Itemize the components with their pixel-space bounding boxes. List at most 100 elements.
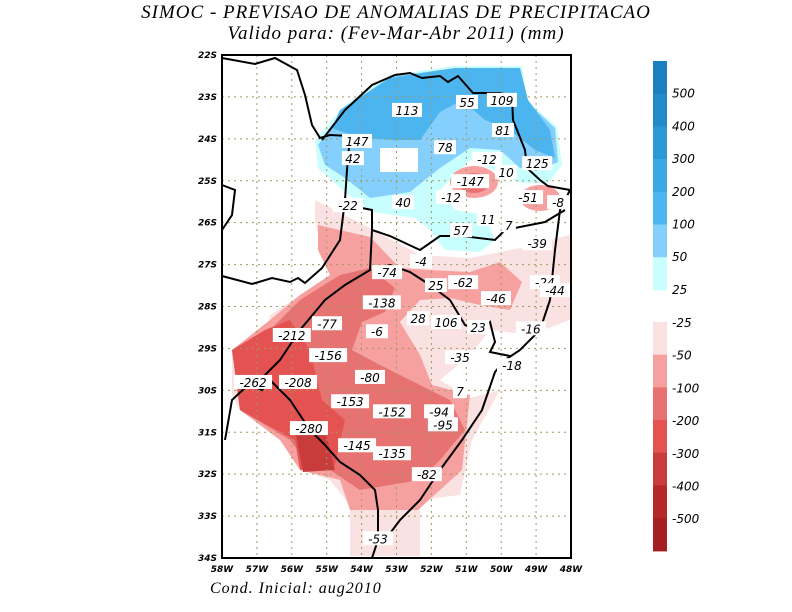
contour-label-bg [515, 321, 546, 336]
colorbar-swatch [653, 387, 667, 421]
contour-label-bg [434, 140, 457, 155]
contour-label-bg [234, 374, 273, 389]
contour-label-bg [392, 195, 415, 210]
chart-title: SIMOC - PREVISAO DE ANOMALIAS DE PRECIPI… [141, 2, 651, 23]
contour-label-bg [539, 283, 570, 298]
colorbar-label: 300 [672, 152, 695, 166]
contour-label: -51 [518, 191, 538, 205]
contour-label-bg [279, 374, 318, 389]
contour-label-bg [513, 190, 544, 205]
colorbar-label: 25 [672, 283, 687, 297]
contour-label-bg [547, 195, 570, 210]
contour-label-bg [342, 133, 373, 148]
colorbar: 500 400 300 200 100 50 25 -25 -50 -100 -200 -300 -40… [653, 61, 700, 552]
contour-label: 55 [459, 96, 474, 110]
lon-tick-label: 57W [246, 565, 270, 575]
lon-tick-label: 58W [211, 565, 235, 575]
initial-condition-label: Cond. Inicial: aug2010 [210, 580, 382, 597]
colorbar-label: 100 [672, 218, 695, 232]
contour-label-bg [391, 102, 422, 117]
lon-tick-label: 55W [315, 565, 339, 575]
contour-label: -145 [343, 439, 370, 453]
lon-tick-label: 51W [455, 565, 479, 575]
border-line [221, 135, 351, 286]
contour-label: 57 [453, 224, 469, 238]
colorbar-label: -25 [672, 316, 692, 330]
contour-label: -208 [284, 376, 312, 390]
colorbar-swatch [653, 191, 667, 225]
contour-label: 125 [526, 157, 549, 171]
contour-label-bg [451, 174, 490, 189]
lat-tick-label: 32S [198, 470, 217, 480]
contour-label-bg [467, 320, 490, 335]
contour-label-bg [341, 151, 364, 166]
contour-label: -147 [457, 175, 485, 189]
contour-label-bg [409, 254, 432, 269]
contour-label-bg [431, 315, 462, 330]
contour-label-bg [480, 291, 511, 306]
contour-label: -4 [415, 255, 427, 269]
contour-label-bg [289, 421, 328, 436]
contour-label-bg [362, 295, 401, 310]
contour-label: 42 [345, 152, 360, 166]
lat-tick-label: 34S [198, 554, 217, 564]
colorbar-swatch [653, 354, 667, 388]
contour-label: -12 [477, 153, 497, 167]
lat-tick-label: 28S [198, 303, 217, 313]
lon-tick-label: 54W [350, 565, 374, 575]
contour-label: -22 [338, 199, 358, 213]
contour-label: 28 [410, 312, 426, 326]
contour-label-bg [312, 316, 343, 331]
lat-tick-label: 30S [198, 386, 217, 396]
contour-label-bg [435, 190, 466, 205]
lat-tick-label: 31S [198, 428, 217, 438]
contour-label-bg [309, 348, 348, 363]
contour-label: -46 [486, 292, 506, 306]
contour-label: 78 [437, 141, 453, 155]
contour-label: 147 [346, 135, 369, 149]
contour-label: -280 [295, 422, 323, 436]
lon-tick-label: 53W [385, 565, 409, 575]
contour-label: -18 [502, 359, 522, 373]
lon-tick-label: 50W [490, 565, 514, 575]
contour-label-bg [427, 417, 458, 432]
contour-label: 7 [505, 219, 513, 233]
contour-label-bg [501, 218, 516, 233]
contour-label: -80 [360, 371, 380, 385]
contour-label: -152 [378, 405, 405, 419]
contour-label: -62 [453, 276, 473, 290]
border-line [224, 229, 373, 441]
contour-label-bg [354, 369, 385, 384]
contour-label-bg [522, 236, 553, 251]
contour-label: 10 [498, 166, 514, 180]
colorbar-swatch [653, 485, 667, 519]
colorbar-swatch [653, 518, 667, 552]
contour-label: 81 [495, 124, 510, 138]
colorbar-swatch [653, 257, 667, 291]
contour-label-bg [424, 404, 455, 419]
colorbar-swatch [653, 322, 667, 356]
lat-tick-label: 23S [198, 93, 217, 103]
contour-label: -262 [239, 376, 266, 390]
contour-label: 106 [435, 316, 458, 330]
lat-tick-label: 33S [198, 512, 217, 522]
lat-tick-label: 27S [198, 261, 217, 271]
field-100-200 [332, 68, 555, 158]
colorbar-label: 500 [672, 87, 695, 101]
colorbar-swatch [653, 452, 667, 486]
contour-label: -135 [378, 447, 405, 461]
colorbar-label: -300 [672, 447, 700, 461]
colorbar-label: -50 [672, 349, 692, 363]
contour-label-bg [338, 438, 377, 453]
contour-label-bg [331, 394, 370, 409]
contour-label: 7 [456, 385, 464, 399]
contour-label: -138 [368, 296, 396, 310]
contour-label-bg [497, 358, 528, 373]
colorbar-label: -400 [672, 480, 700, 494]
contour-label: -212 [278, 329, 305, 343]
contour-label-bg [495, 164, 518, 179]
contour-label: -77 [317, 317, 337, 331]
lon-tick-label: 52W [420, 565, 444, 575]
contour-label: -156 [314, 349, 342, 363]
